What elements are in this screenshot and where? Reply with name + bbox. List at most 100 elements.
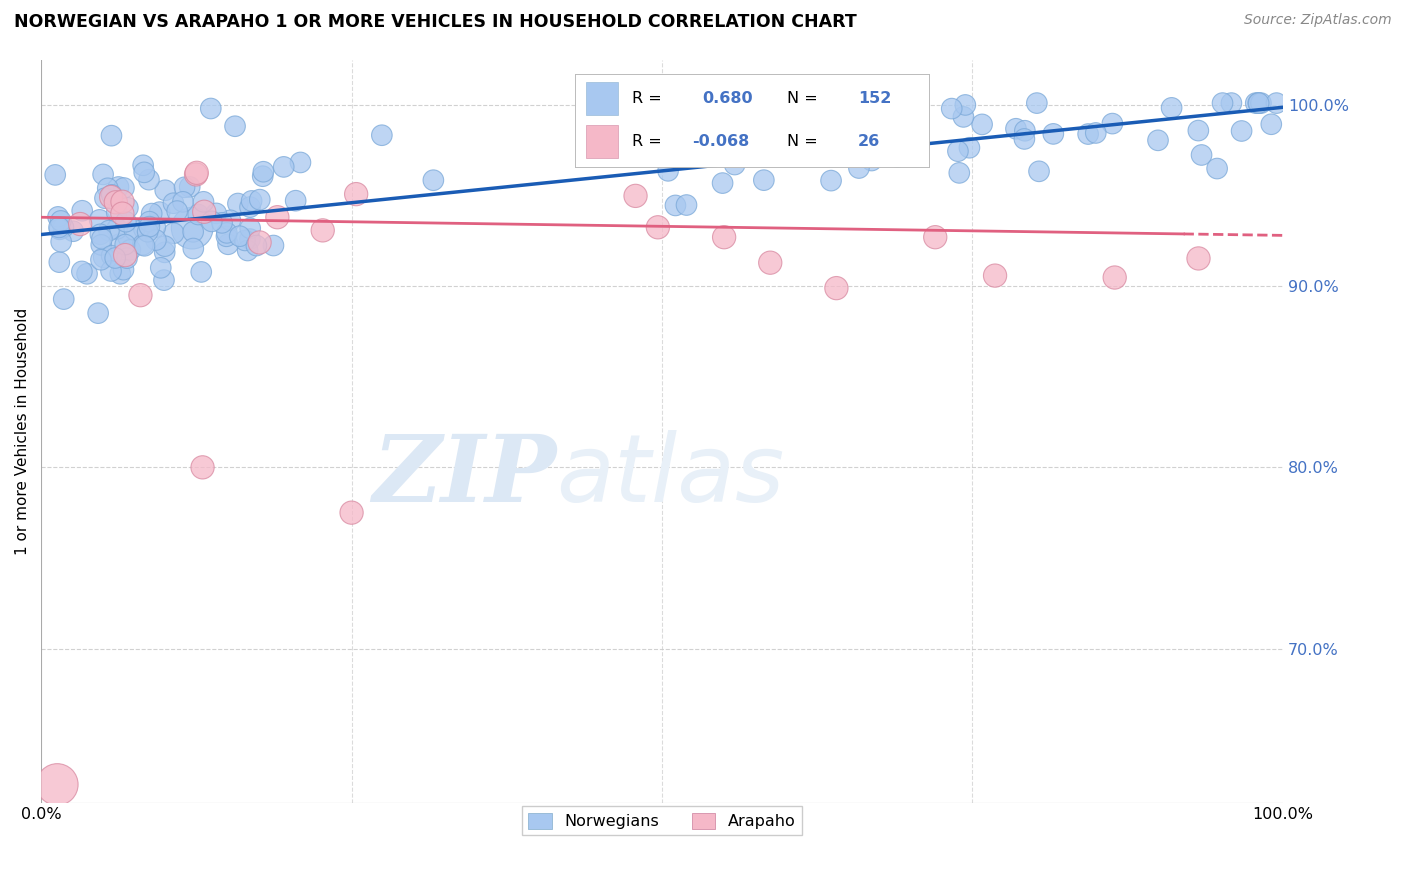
Point xyxy=(138,172,160,186)
Point xyxy=(89,227,111,242)
Point xyxy=(245,238,267,252)
Point xyxy=(1028,164,1050,178)
Point xyxy=(107,180,129,194)
Point xyxy=(132,222,155,236)
Point xyxy=(134,239,156,253)
Point xyxy=(952,110,974,124)
Point xyxy=(191,460,214,475)
Point xyxy=(200,102,222,116)
Point xyxy=(724,157,747,171)
Point xyxy=(181,221,204,235)
Point xyxy=(94,191,117,205)
Point xyxy=(808,145,831,160)
Point xyxy=(284,194,307,208)
Point xyxy=(714,147,737,161)
Point xyxy=(90,238,112,252)
Point xyxy=(215,229,238,244)
Point xyxy=(90,252,112,267)
Point xyxy=(62,224,84,238)
Point xyxy=(344,187,367,202)
Point xyxy=(1042,127,1064,141)
Point xyxy=(112,262,135,277)
Point xyxy=(132,237,155,252)
Point xyxy=(233,234,256,248)
Point xyxy=(100,187,122,202)
Point xyxy=(124,223,146,237)
Point xyxy=(312,223,335,237)
Point xyxy=(957,141,980,155)
Point xyxy=(69,217,91,231)
Point xyxy=(860,153,883,168)
Point xyxy=(100,249,122,263)
Point xyxy=(675,198,697,212)
Point xyxy=(87,306,110,320)
Point xyxy=(371,128,394,143)
Text: atlas: atlas xyxy=(557,430,785,521)
Point xyxy=(44,168,66,182)
Point xyxy=(52,292,75,306)
Point xyxy=(226,196,249,211)
Point xyxy=(657,164,679,178)
Point xyxy=(1212,96,1234,111)
Point xyxy=(1250,96,1272,111)
Point xyxy=(153,245,176,260)
Point xyxy=(955,98,977,112)
Point xyxy=(138,215,160,229)
Point xyxy=(1265,96,1288,111)
Point xyxy=(239,232,262,246)
Point xyxy=(252,169,274,184)
Point xyxy=(117,201,139,215)
Point xyxy=(1025,96,1047,111)
Point xyxy=(110,267,132,281)
Point xyxy=(166,204,188,219)
Point xyxy=(91,168,114,182)
Point xyxy=(970,117,993,131)
Point xyxy=(228,229,250,244)
Point xyxy=(249,193,271,207)
Point xyxy=(205,206,228,220)
Point xyxy=(51,235,73,249)
Point xyxy=(201,214,224,228)
Point xyxy=(114,237,136,252)
Point xyxy=(219,213,242,227)
Point xyxy=(100,264,122,278)
Point xyxy=(49,214,72,228)
Point xyxy=(190,265,212,279)
Point xyxy=(138,219,160,234)
Point xyxy=(721,145,744,159)
Point xyxy=(184,168,207,182)
Point xyxy=(149,205,172,219)
Point xyxy=(104,251,127,265)
Legend: Norwegians, Arapaho: Norwegians, Arapaho xyxy=(522,806,803,836)
Point xyxy=(76,267,98,281)
Point xyxy=(852,137,875,152)
Point xyxy=(48,220,70,235)
Point xyxy=(211,216,233,230)
Point xyxy=(713,230,735,244)
Point xyxy=(70,264,93,278)
Point xyxy=(1014,124,1036,138)
Point xyxy=(193,204,215,219)
Point xyxy=(239,221,262,235)
Point xyxy=(132,158,155,172)
Point xyxy=(141,206,163,220)
Point xyxy=(759,255,782,269)
Point xyxy=(173,180,195,194)
Point xyxy=(1077,127,1099,141)
Point xyxy=(946,144,969,158)
Point xyxy=(162,196,184,211)
Point xyxy=(163,226,186,240)
Point xyxy=(661,137,683,152)
Point xyxy=(1191,148,1213,162)
Point xyxy=(149,260,172,275)
Point xyxy=(700,143,723,157)
Point xyxy=(90,232,112,246)
Point xyxy=(1230,124,1253,138)
Point xyxy=(111,194,134,209)
Point xyxy=(240,194,263,208)
Point xyxy=(266,211,288,225)
Point xyxy=(252,165,274,179)
Point xyxy=(1187,252,1209,266)
Point xyxy=(145,233,167,247)
Point xyxy=(1206,161,1229,176)
